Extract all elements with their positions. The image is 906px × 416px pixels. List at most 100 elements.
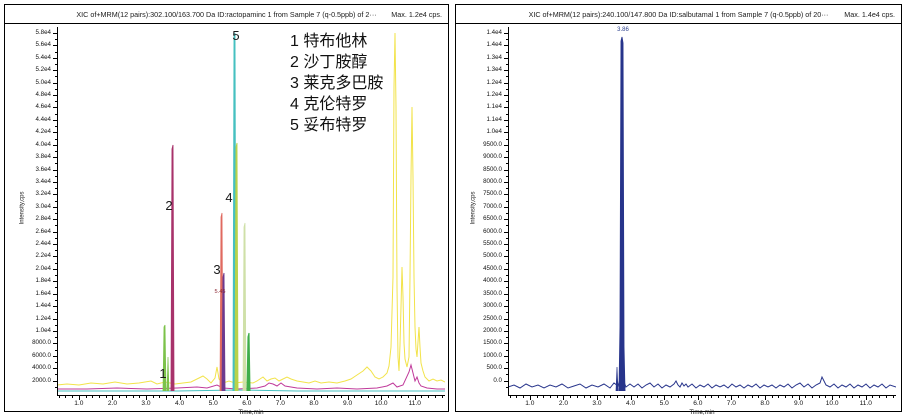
panel-left-x-minor-tick xyxy=(206,396,208,398)
panel-right-y-tick-label: 0.0 xyxy=(493,376,502,384)
panel-right-x-minor-tick xyxy=(670,396,672,398)
panel-left-x-minor-tick xyxy=(266,396,268,398)
panel-right-y-tick xyxy=(504,95,508,97)
panel-right-x-minor-tick xyxy=(791,396,793,398)
panel-left-x-minor-tick xyxy=(186,396,188,398)
panel-right-y-minor-tick xyxy=(506,101,508,103)
panel-right-y-minor-tick xyxy=(506,337,508,339)
panel-left-y-minor-tick xyxy=(55,51,57,53)
panel-right-x-minor-tick xyxy=(785,396,787,398)
peak-number-label-1: 1 xyxy=(159,366,167,381)
panel-right-y-minor-tick xyxy=(506,200,508,202)
panel-right-y-minor-tick xyxy=(506,386,508,388)
panel-right-x-axis-title: Time,min xyxy=(689,409,715,416)
panel-right-x-tick xyxy=(697,396,699,400)
panel-left-y-tick-label: 6000.0 xyxy=(32,351,51,359)
panel-right-x-minor-tick xyxy=(644,396,646,398)
panel-right-x-axis-line xyxy=(508,395,896,396)
panel-right-y-tick xyxy=(504,244,508,246)
panel-left-y-tick xyxy=(53,306,57,308)
panel-right-x-minor-tick xyxy=(570,396,572,398)
panel-right-x-tick xyxy=(664,396,666,400)
panel-left-y-tick xyxy=(53,219,57,221)
panel-left-y-tick xyxy=(53,95,57,97)
panel-right-x-minor-tick xyxy=(590,396,592,398)
panel-right-x-minor-tick xyxy=(657,396,659,398)
panel-right-x-minor-tick xyxy=(717,396,719,398)
panel-right-y-tick-label: 7500.0 xyxy=(483,190,502,198)
panel-left-y-tick-label: 2.2e4 xyxy=(35,252,51,260)
panel-right-x-minor-tick xyxy=(744,396,746,398)
panel-left-x-tick-label: 6.0 xyxy=(242,400,252,407)
panel-right-y-tick-label: 6500.0 xyxy=(483,215,502,223)
panel-left-x-minor-tick xyxy=(374,396,376,398)
panel-right-y-minor-tick xyxy=(506,374,508,376)
panel-left-y-tick-label: 5.6e4 xyxy=(35,41,51,49)
panel-left-y-tick-label: 4.6e4 xyxy=(35,103,51,111)
panel-left-y-minor-tick xyxy=(55,39,57,41)
panel-right-x-minor-tick xyxy=(523,396,525,398)
panel-left-y-tick-label: 3.0e4 xyxy=(35,202,51,210)
panel-right-x-tick xyxy=(529,396,531,400)
panel-right-y-tick-label: 5500.0 xyxy=(483,239,502,247)
legend-item-1: 1 特布他林 xyxy=(290,33,368,50)
panel-left-x-minor-tick xyxy=(219,396,221,398)
panel-left-x-tick-label: 3.0 xyxy=(141,400,151,407)
panel-right-y-minor-tick xyxy=(506,39,508,41)
panel-left-x-minor-tick xyxy=(401,396,403,398)
panel-right-x-tick xyxy=(832,396,834,400)
panel-right-x-minor-tick xyxy=(885,396,887,398)
panel-right-y-tick xyxy=(504,231,508,233)
panel-right-x-minor-tick xyxy=(879,396,881,398)
panel-right-y-minor-tick xyxy=(506,275,508,277)
panel-right-y-tick xyxy=(504,157,508,159)
panel-right-y-tick xyxy=(504,45,508,47)
panel-right-title-bar: XIC of+MRM(12 pairs):240.100/147.800 Da … xyxy=(456,10,901,22)
panel-left-x-tick-label: 10.0 xyxy=(374,400,388,407)
panel-left-y-tick xyxy=(53,318,57,320)
panel-right-y-minor-tick xyxy=(506,150,508,152)
panel-right-x-minor-tick xyxy=(825,396,827,398)
panel-right-x-axis: 1.0 2.0 3.0 4.0 5.0 6.0 7.0 8.0 9.0 10.0 11.0 xyxy=(508,396,896,414)
panel-right-x-minor-tick xyxy=(637,396,639,398)
panel-right-y-minor-tick xyxy=(506,51,508,53)
legend-item-5: 5 妥布特罗 xyxy=(290,117,368,134)
panel-left-y-minor-tick xyxy=(55,64,57,66)
panel-right-x-minor-tick xyxy=(778,396,780,398)
panel-left-y-tick xyxy=(53,157,57,159)
panel-left-y-minor-tick xyxy=(55,361,57,363)
panel-left-y-minor-tick xyxy=(55,262,57,264)
panel-right-x-minor-tick xyxy=(536,396,538,398)
panel-left-y-tick-label: 3.6e4 xyxy=(35,165,51,173)
panel-left-y-tick xyxy=(53,194,57,196)
panel-left-plot-area[interactable]: 1 2 3 4 5 5.45 xyxy=(57,27,445,395)
panel-left-y-tick-label: 1.2e4 xyxy=(35,314,51,322)
panel-left-title-bar: XIC of+MRM(12 pairs):302.100/163.700 Da … xyxy=(5,10,448,22)
panel-right-x-minor-tick xyxy=(704,396,706,398)
panel-right-y-tick-label: 6000.0 xyxy=(483,227,502,235)
panel-right-x-minor-tick xyxy=(859,396,861,398)
panel-right-x-tick-label: 8.0 xyxy=(760,400,770,407)
panel-left-x-minor-tick xyxy=(334,396,336,398)
panel-left-x-tick-label: 1.0 xyxy=(74,400,84,407)
panel-right-x-minor-tick xyxy=(583,396,585,398)
panel-left-x-minor-tick xyxy=(441,396,443,398)
panel-right-y-tick xyxy=(504,256,508,258)
panel-left-x-minor-tick xyxy=(58,396,60,398)
panel-left-y-minor-tick xyxy=(55,138,57,140)
panel-right-plot-area[interactable]: 3.86 xyxy=(508,27,896,395)
panel-left-x-minor-tick xyxy=(434,396,436,398)
panel-right-y-tick-label: 1.2e4 xyxy=(486,78,502,86)
panel-left-y-minor-tick xyxy=(55,113,57,115)
panel-right-y-tick-label: 4000.0 xyxy=(483,277,502,285)
panel-left-x-tick xyxy=(78,396,80,400)
panel-right-y-minor-tick xyxy=(506,324,508,326)
panel-right-y-tick xyxy=(504,318,508,320)
panel-left-x-minor-tick xyxy=(226,396,228,398)
panel-left-x-tick-label: 11.0 xyxy=(408,400,421,407)
panel-left-x-minor-tick xyxy=(307,396,309,398)
legend-item-4: 4 克伦特罗 xyxy=(290,96,368,113)
panel-left-y-tick-label: 2.0e4 xyxy=(35,264,51,272)
panel-left-x-minor-tick xyxy=(132,396,134,398)
panel-left-y-tick xyxy=(53,107,57,109)
